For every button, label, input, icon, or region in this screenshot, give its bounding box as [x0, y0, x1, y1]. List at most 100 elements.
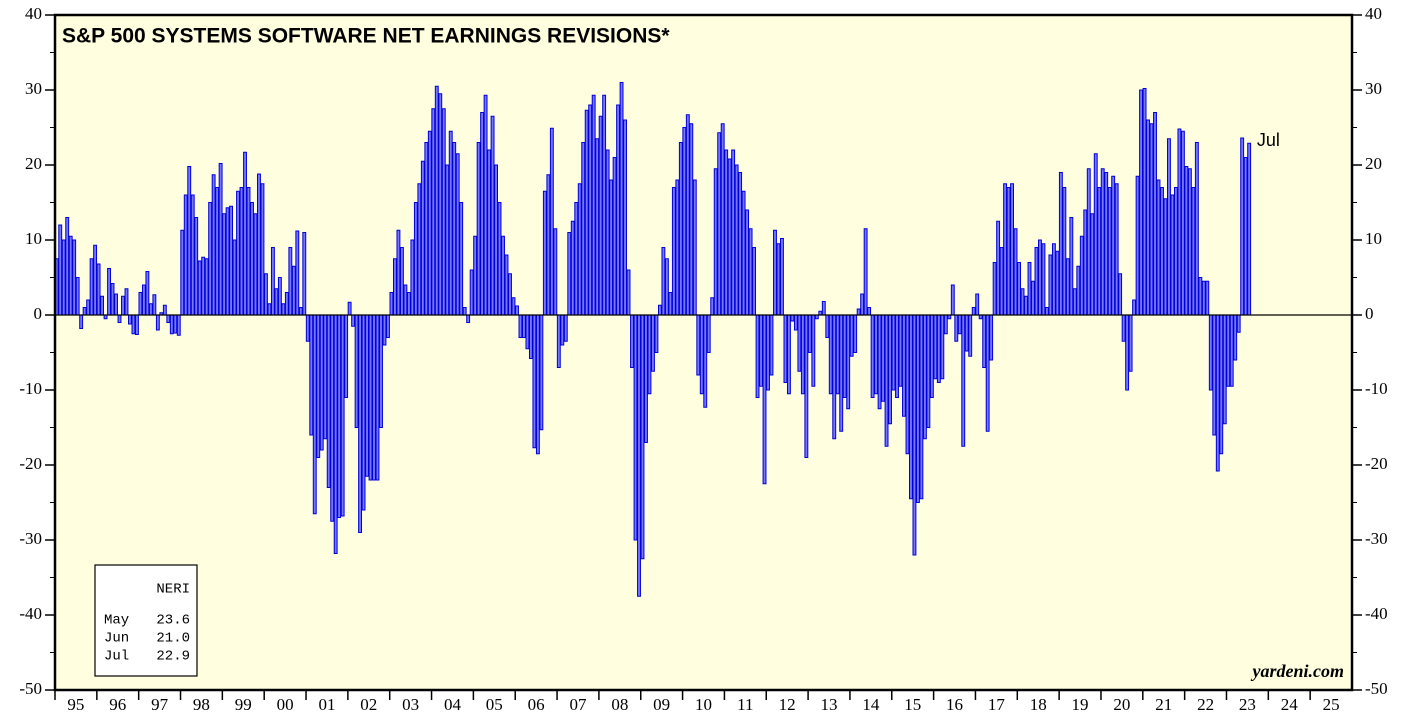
bar	[755, 314, 760, 398]
bar	[511, 297, 516, 316]
bar	[152, 294, 157, 316]
bar	[1146, 119, 1150, 316]
bar	[267, 303, 272, 316]
bar	[1100, 168, 1105, 316]
bar	[647, 314, 652, 395]
x-tick-label: 09	[653, 695, 670, 714]
bar	[1180, 130, 1185, 316]
bar	[253, 213, 258, 316]
bar	[630, 314, 634, 368]
bar	[1055, 250, 1060, 316]
bar	[1079, 235, 1084, 316]
bar	[326, 314, 331, 488]
bar	[769, 314, 774, 376]
bar	[731, 149, 736, 316]
legend-table: NERI May 23.6 Jun 21.0 Jul 22.9	[94, 564, 198, 677]
bar	[1167, 138, 1171, 316]
bar	[954, 314, 959, 342]
bar	[1044, 307, 1049, 316]
bar	[476, 142, 481, 316]
bar	[881, 314, 886, 402]
bar	[1191, 187, 1196, 316]
bar	[644, 314, 648, 443]
bar	[1041, 243, 1046, 316]
bar	[888, 314, 892, 425]
bar	[145, 271, 150, 316]
bar	[316, 314, 321, 458]
bar	[148, 303, 153, 316]
bar	[277, 277, 282, 316]
bar	[386, 314, 390, 338]
bar	[309, 314, 314, 436]
bar	[270, 247, 275, 316]
bar	[365, 314, 369, 477]
bar	[490, 115, 495, 316]
bar	[232, 239, 237, 316]
bar	[867, 307, 872, 316]
bar	[692, 179, 697, 316]
bar	[800, 314, 805, 395]
bar	[1003, 183, 1008, 316]
bar	[1093, 153, 1098, 316]
bar	[284, 292, 289, 316]
x-tick-label: 12	[779, 695, 796, 714]
legend-value: 22.9	[156, 649, 190, 665]
bar	[413, 202, 418, 316]
bar	[720, 123, 725, 316]
bar	[337, 314, 342, 518]
bar	[1114, 183, 1119, 316]
bar	[1024, 295, 1028, 316]
bar	[204, 258, 209, 316]
x-tick-label: 25	[1323, 695, 1340, 714]
bar	[347, 301, 352, 316]
bar	[295, 230, 300, 316]
y-tick-label: 30	[25, 79, 42, 98]
bar	[61, 239, 66, 316]
bar	[169, 314, 174, 335]
bar	[260, 183, 265, 316]
x-tick-label: 96	[109, 695, 126, 714]
bar	[657, 304, 662, 316]
bar	[379, 314, 383, 428]
bar	[1160, 187, 1164, 316]
bar	[1187, 168, 1192, 316]
bar	[696, 314, 701, 376]
bar	[131, 314, 136, 335]
bar	[65, 217, 70, 316]
bar	[926, 314, 931, 428]
bar	[128, 314, 132, 325]
bar	[1104, 172, 1109, 316]
legend-month: May	[104, 613, 129, 629]
bar	[1031, 280, 1035, 316]
bar	[1072, 288, 1077, 316]
bar	[361, 314, 366, 511]
bar	[155, 314, 160, 331]
bar	[992, 262, 997, 316]
bar	[804, 314, 809, 458]
x-tick-label: 15	[904, 695, 921, 714]
bar	[623, 119, 627, 316]
bar	[839, 314, 844, 432]
bar	[706, 314, 711, 353]
bar	[961, 314, 966, 447]
bar	[100, 295, 105, 316]
bar	[1010, 183, 1015, 316]
bar	[950, 284, 955, 316]
bar	[1247, 142, 1252, 316]
bar	[542, 190, 547, 316]
bar	[703, 314, 708, 408]
bar	[1051, 243, 1056, 316]
bar	[811, 314, 816, 387]
bar	[138, 292, 143, 316]
bar	[577, 183, 582, 316]
bar	[940, 314, 945, 380]
bar	[619, 82, 624, 316]
bar	[905, 314, 910, 455]
bar	[570, 220, 575, 316]
bar	[1090, 213, 1095, 316]
bar	[891, 314, 896, 391]
bar	[989, 314, 994, 361]
legend-value: 23.6	[156, 613, 190, 629]
bar	[382, 314, 387, 346]
